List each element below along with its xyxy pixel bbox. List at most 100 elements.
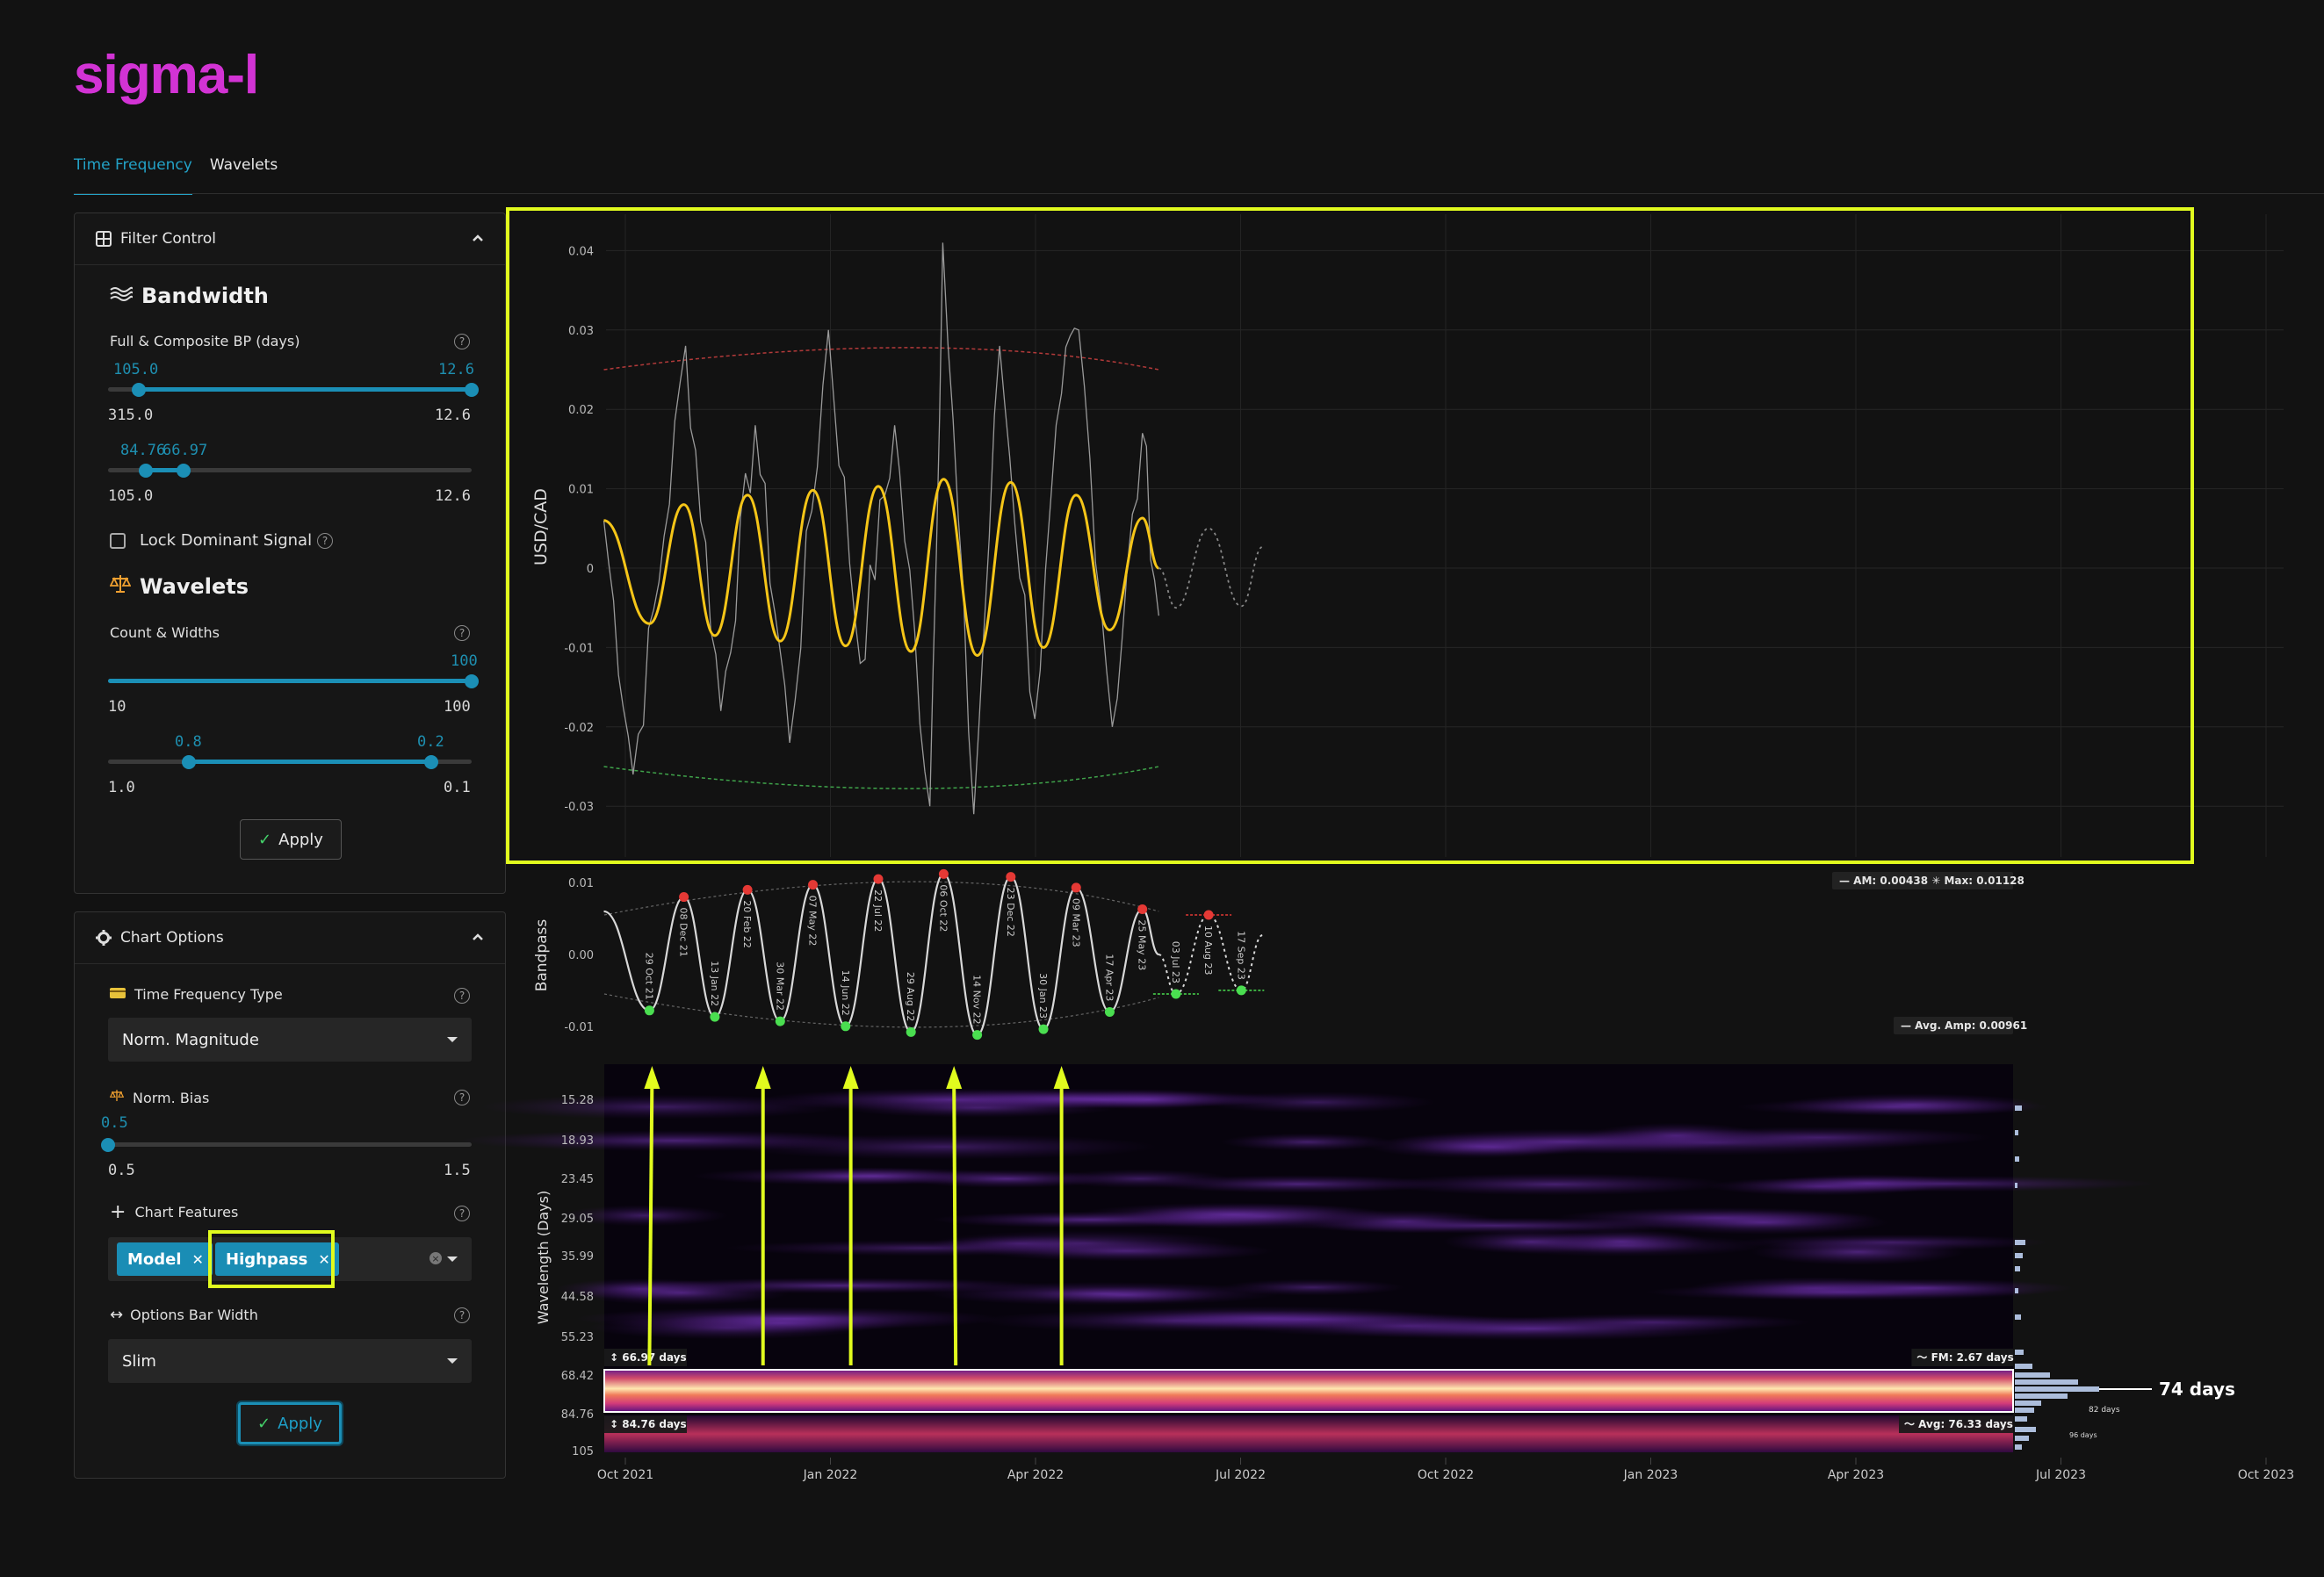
help-icon[interactable]: ?	[454, 334, 470, 349]
bp-slider2-max: 12.6	[435, 487, 471, 505]
dominant-band	[604, 1370, 2013, 1412]
count-slider-range	[108, 679, 472, 683]
y-tick-label: 0	[587, 563, 594, 576]
y-tick-label: 0.04	[568, 245, 594, 258]
arrows-horizontal-icon: ↔	[110, 1306, 124, 1324]
bp-avg-amp-stat: — Avg. Amp: 0.00961	[1901, 1019, 2027, 1032]
remove-icon[interactable]: ✕	[318, 1250, 330, 1268]
peak-marker	[1006, 872, 1016, 882]
price-series	[603, 242, 1159, 815]
y-tick-label: -0.03	[564, 801, 594, 814]
tab-time-frequency[interactable]: Time Frequency	[74, 156, 192, 195]
bp-slider1-range	[139, 387, 472, 392]
spectral-blob	[1637, 1210, 1889, 1235]
band-top-label-box	[604, 1349, 687, 1366]
bp-upper-envelope	[603, 881, 1159, 916]
cycle-date-label: 06 Oct 22	[937, 884, 949, 932]
trough-marker	[1236, 985, 1246, 996]
help-icon[interactable]: ?	[454, 1307, 470, 1323]
spectral-blob	[1050, 1169, 1231, 1189]
filter-control-header[interactable]: Filter Control	[75, 213, 505, 265]
bp-slider1-high-handle[interactable]	[465, 383, 479, 397]
chevron-up-icon[interactable]	[472, 232, 484, 246]
tf-type-value: Norm. Magnitude	[122, 1030, 259, 1049]
count-slider-handle[interactable]	[465, 674, 479, 688]
main-price-chart: 0.04 0.03 0.02 0.01 0 -0.01 -0.02 -0.03 USD/CAD	[531, 214, 2284, 857]
tab-wavelets[interactable]: Wavelets	[209, 156, 278, 174]
x-tick-label: Oct 2022	[1418, 1468, 1474, 1482]
cycle-date-label: 25 May 23	[1137, 919, 1148, 970]
arrow-head	[946, 1066, 963, 1089]
bp-slider2-low-handle[interactable]	[139, 464, 153, 478]
help-icon[interactable]: ?	[454, 988, 470, 1004]
help-icon[interactable]: ?	[317, 533, 333, 549]
bandpass-chart: 0.01 0.00 -0.01 Bandpass 29 Oct 21 08 Dec 21 1…	[533, 868, 2027, 1041]
spectral-blob	[1737, 1175, 2156, 1192]
trough-marker	[972, 1030, 983, 1041]
bp-slider2-track[interactable]	[108, 468, 472, 472]
peak-marker	[742, 884, 753, 895]
caret-down-icon	[447, 1358, 458, 1364]
norm-bias-min: 0.5	[108, 1162, 135, 1179]
waves-icon	[110, 284, 134, 308]
spectral-blob	[561, 1205, 728, 1227]
tab-bar: Time Frequency Wavelets	[74, 156, 278, 195]
bp-slider2-high-handle[interactable]	[177, 464, 191, 478]
width-slider-high-handle[interactable]	[424, 755, 438, 769]
band-frame	[603, 1369, 2014, 1413]
cycle-date-label: 30 Mar 22	[774, 961, 785, 1011]
filter-apply-button[interactable]: ✓ Apply	[240, 819, 342, 860]
spectral-blob	[1221, 1278, 1404, 1296]
histogram-bar	[2015, 1253, 2023, 1258]
help-icon[interactable]: ?	[454, 1206, 470, 1221]
check-icon: ✓	[257, 1414, 271, 1433]
trough-marker	[644, 1005, 654, 1016]
bp-slider1-low-handle[interactable]	[132, 383, 146, 397]
filter-apply-label: Apply	[278, 830, 323, 849]
chart-apply-button[interactable]: ✓ Apply	[238, 1402, 342, 1444]
band-bottom-label: ↕ 84.76 days	[610, 1418, 687, 1430]
histogram-bar	[2015, 1364, 2032, 1369]
norm-bias-track[interactable]	[108, 1142, 472, 1147]
chip-label: Highpass	[226, 1249, 308, 1269]
bar-width-select[interactable]: Slim	[108, 1339, 472, 1383]
bar-width-value: Slim	[122, 1351, 156, 1371]
y-tick-label: 35.99	[561, 1250, 594, 1264]
chevron-up-icon[interactable]	[472, 931, 484, 945]
chart-options-header[interactable]: Chart Options	[75, 912, 505, 964]
y-axis-label: Bandpass	[533, 919, 551, 992]
clear-icon[interactable]: ×	[429, 1252, 442, 1264]
help-icon[interactable]: ?	[454, 625, 470, 641]
norm-bias-handle[interactable]	[101, 1138, 115, 1152]
histogram-bar	[2015, 1427, 2036, 1432]
bp-slider2-low-value: 84.76	[120, 442, 166, 459]
histogram-bar	[2015, 1393, 2068, 1399]
width-slider-low-value: 0.8	[175, 733, 202, 751]
arrow-head	[842, 1066, 859, 1089]
dominant-cycle-label: 74 days	[2159, 1379, 2235, 1400]
width-slider-low-handle[interactable]	[182, 755, 196, 769]
histogram-bar	[2015, 1436, 2029, 1441]
histogram-bar	[2015, 1386, 2099, 1392]
remove-icon[interactable]: ✕	[191, 1250, 204, 1268]
tf-type-select[interactable]: Norm. Magnitude	[108, 1018, 472, 1062]
cycle-date-label: 13 Jan 22	[709, 961, 720, 1006]
help-icon[interactable]: ?	[454, 1090, 470, 1105]
avg-label-box	[1899, 1415, 2013, 1433]
lock-label: Lock Dominant Signal	[140, 531, 313, 550]
scale-icon	[109, 573, 132, 600]
bp-slider1-low-value: 105.0	[113, 361, 159, 378]
y-tick-label: 55.23	[561, 1331, 594, 1344]
fm-label: 〜 FM: 2.67 days	[1916, 1351, 2013, 1364]
bp-avg-amp-stat-box	[1894, 1017, 2013, 1034]
spectral-blob	[1770, 1278, 2074, 1298]
chart-apply-label: Apply	[278, 1414, 322, 1433]
lock-checkbox[interactable]	[110, 533, 126, 549]
spectral-blob	[459, 1130, 889, 1151]
x-tick-label: Jul 2022	[1215, 1468, 1266, 1482]
bar-width-label-row: ↔ Options Bar Width	[110, 1306, 258, 1324]
trough-marker	[841, 1021, 851, 1032]
x-tick-label: Oct 2023	[2238, 1468, 2294, 1482]
tab-divider	[74, 193, 2324, 194]
